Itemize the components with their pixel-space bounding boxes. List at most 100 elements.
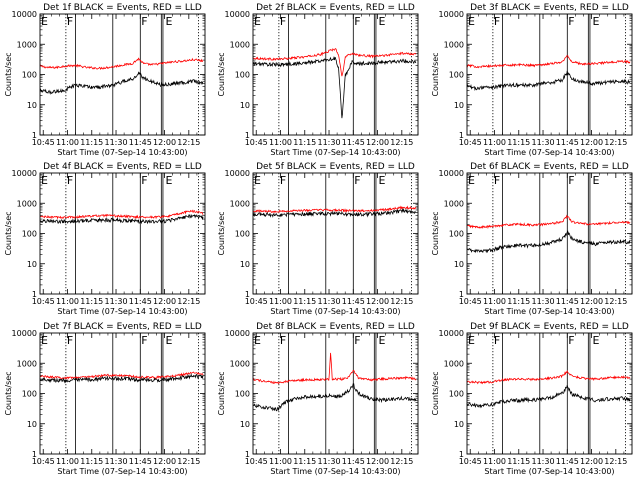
y-axis-label: Counts/sec — [217, 52, 226, 96]
x-tick-label: 12:00 — [366, 457, 389, 466]
x-tick-label: 11:15 — [80, 457, 103, 466]
flag-label: E — [166, 15, 173, 28]
y-axis-label: Counts/sec — [431, 211, 440, 255]
y-tick-label: 100 — [235, 71, 250, 80]
flag-label: E — [41, 15, 48, 28]
y-tick-label: 10000 — [225, 10, 250, 19]
x-tick-label: 12:15 — [177, 138, 200, 147]
flag-label: E — [379, 15, 386, 28]
y-tick-label: 100 — [449, 71, 464, 80]
x-tick-label: 11:00 — [56, 297, 79, 306]
plot-frame — [466, 13, 633, 136]
flag-label: E — [593, 174, 600, 187]
x-axis-label: Start Time (07-Sep-14 10:43:00) — [57, 148, 187, 157]
flag-label: E — [379, 174, 386, 187]
y-axis-label: Counts/sec — [217, 371, 226, 415]
y-tick-label: 100 — [235, 390, 250, 399]
y-tick-label: 10 — [27, 260, 37, 269]
panel-title: Det 8f BLACK = Events, RED = LLD — [256, 322, 415, 332]
flag-label: F — [67, 15, 73, 28]
x-tick-label: 11:00 — [269, 138, 292, 147]
y-tick-label: 10000 — [225, 169, 250, 178]
plot-frame — [252, 172, 419, 295]
x-tick-label: 11:45 — [556, 138, 579, 147]
flag-label: E — [593, 15, 600, 28]
x-tick-label: 11:15 — [507, 297, 530, 306]
x-axis-label: Start Time (07-Sep-14 10:43:00) — [484, 467, 614, 476]
panel-title: Det 1f BLACK = Events, RED = LLD — [43, 3, 202, 13]
flag-label: E — [166, 174, 173, 187]
flag-label: F — [568, 334, 574, 347]
x-axis-label: Start Time (07-Sep-14 10:43:00) — [270, 307, 400, 316]
flag-label: F — [67, 334, 73, 347]
lld-rate-line — [39, 57, 204, 70]
y-tick-label: 100 — [449, 230, 464, 239]
y-tick-label: 1000 — [230, 199, 250, 208]
x-tick-label: 11:00 — [269, 457, 292, 466]
x-tick-label: 12:00 — [153, 138, 176, 147]
x-tick-label: 12:15 — [390, 297, 413, 306]
y-axis-label: Counts/sec — [4, 52, 13, 96]
x-axis-label: Start Time (07-Sep-14 10:43:00) — [484, 307, 614, 316]
y-tick-label: 1 — [459, 290, 464, 299]
event-rate-line — [252, 207, 417, 218]
x-tick-label: 10:45 — [245, 138, 268, 147]
x-tick-label: 12:00 — [153, 297, 176, 306]
lld-rate-line — [466, 55, 631, 69]
y-tick-label: 1 — [245, 290, 250, 299]
y-tick-label: 100 — [22, 71, 37, 80]
lld-rate-line — [252, 352, 417, 385]
y-axis-label: Counts/sec — [4, 371, 13, 415]
y-tick-label: 10000 — [439, 169, 464, 178]
y-tick-label: 10000 — [12, 10, 37, 19]
event-rate-line — [466, 385, 631, 409]
x-tick-label: 11:00 — [56, 138, 79, 147]
flag-label: E — [468, 15, 475, 28]
y-tick-label: 1000 — [17, 359, 37, 368]
flag-label: F — [141, 15, 147, 28]
flag-label: E — [468, 174, 475, 187]
detector-panel: Det 8f BLACK = Events, RED = LLD Counts/s… — [217, 322, 419, 476]
x-axis-label: Start Time (07-Sep-14 10:43:00) — [57, 467, 187, 476]
flag-label: F — [354, 174, 360, 187]
lld-rate-line — [467, 214, 631, 230]
y-tick-label: 1000 — [444, 40, 464, 49]
x-tick-label: 12:00 — [366, 297, 389, 306]
y-tick-label: 1 — [32, 450, 37, 459]
x-tick-label: 11:30 — [104, 457, 127, 466]
y-tick-label: 100 — [449, 390, 464, 399]
flag-label: E — [254, 15, 261, 28]
x-tick-label: 10:45 — [459, 297, 482, 306]
y-tick-label: 100 — [22, 390, 37, 399]
flag-label: F — [280, 174, 286, 187]
x-tick-label: 12:15 — [390, 457, 413, 466]
event-rate-line — [466, 70, 631, 92]
x-tick-label: 12:00 — [580, 297, 603, 306]
x-tick-label: 12:00 — [366, 138, 389, 147]
y-tick-label: 1000 — [444, 199, 464, 208]
y-tick-label: 1 — [245, 131, 250, 140]
y-tick-label: 10 — [240, 101, 250, 110]
x-tick-label: 11:15 — [80, 297, 103, 306]
x-tick-label: 11:15 — [507, 457, 530, 466]
y-tick-label: 10000 — [225, 329, 250, 338]
detector-panel: Det 6f BLACK = Events, RED = LLD Counts/s… — [431, 162, 633, 316]
y-tick-label: 1000 — [444, 359, 464, 368]
x-tick-label: 11:15 — [293, 138, 316, 147]
y-tick-label: 10 — [454, 101, 464, 110]
x-tick-label: 11:15 — [80, 138, 103, 147]
x-tick-label: 11:30 — [104, 138, 127, 147]
x-tick-label: 11:30 — [531, 297, 554, 306]
flag-label: F — [354, 15, 360, 28]
x-tick-label: 12:00 — [580, 138, 603, 147]
y-tick-label: 10 — [454, 260, 464, 269]
plot-frame — [466, 172, 633, 295]
x-tick-label: 11:30 — [104, 297, 127, 306]
x-tick-label: 10:45 — [32, 457, 55, 466]
x-tick-label: 10:45 — [459, 138, 482, 147]
flag-label: F — [494, 334, 500, 347]
x-tick-label: 10:45 — [245, 297, 268, 306]
panel-title: Det 5f BLACK = Events, RED = LLD — [256, 162, 415, 172]
plot-frame — [39, 172, 206, 295]
event-rate-line — [252, 383, 417, 412]
